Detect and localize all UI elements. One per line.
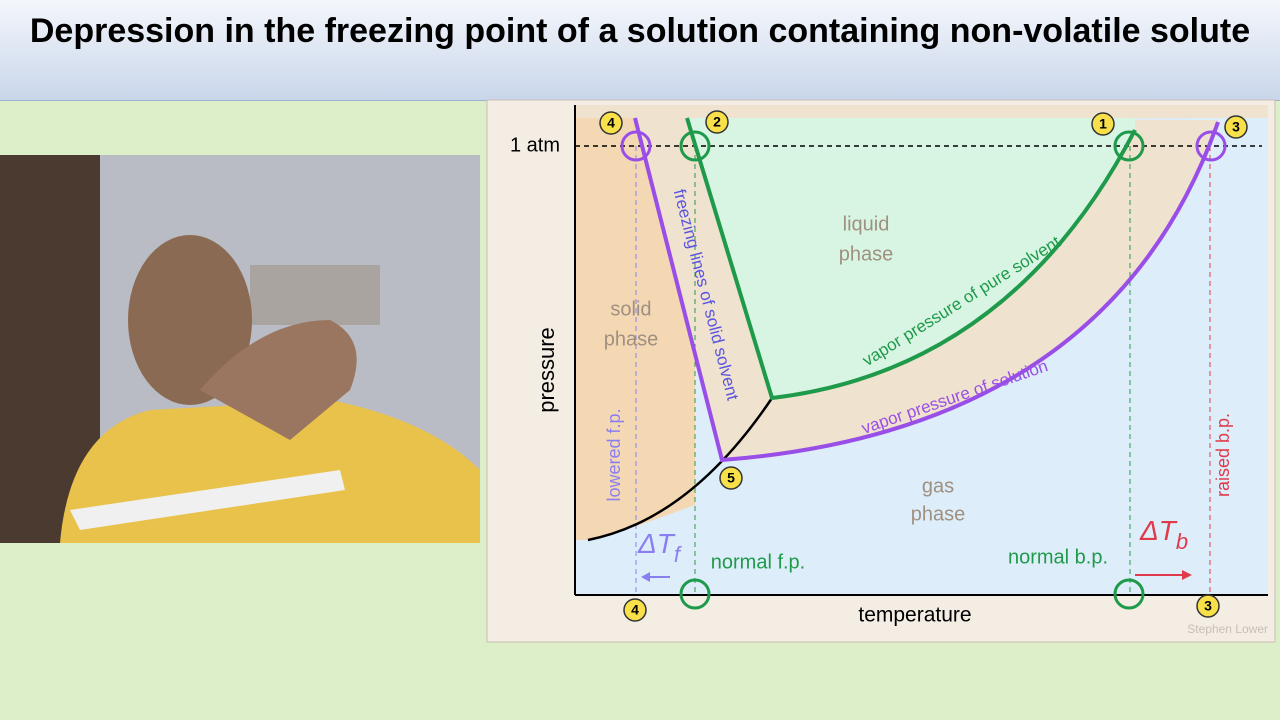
normal-bp: normal b.p.	[1008, 546, 1108, 568]
marker-badge	[705, 110, 729, 134]
x-label: temperature	[858, 604, 971, 627]
marker-label: 5	[727, 470, 735, 486]
lowered-fp: lowered f.p.	[604, 408, 624, 501]
region-label: solid	[610, 298, 651, 320]
delta-subscript: f	[674, 542, 683, 567]
y-label: pressure	[534, 327, 559, 413]
title: Depression in the freezing point of a so…	[29, 12, 1251, 50]
marker-badge	[599, 111, 623, 135]
normal-fp: normal f.p.	[711, 551, 805, 573]
marker-badge	[1196, 594, 1220, 618]
credit: Stephen Lower	[1187, 622, 1268, 636]
delta-symbol: ΔT	[637, 528, 676, 559]
marker-badge	[719, 466, 743, 490]
delta-tf: ΔTf	[637, 528, 683, 566]
webcam	[0, 155, 480, 543]
marker-label: 4	[607, 115, 615, 131]
pressure-mark: 1 atm	[510, 134, 560, 156]
region-label: liquid	[843, 213, 890, 235]
region-label: gas	[922, 475, 954, 497]
delta-subscript: b	[1176, 529, 1188, 554]
marker-label: 2	[713, 114, 721, 130]
marker-label: 4	[631, 602, 639, 618]
marker-label: 3	[1232, 119, 1240, 135]
region-label: phase	[839, 243, 894, 265]
marker-badge	[1224, 115, 1248, 139]
header: Depression in the freezing point of a so…	[0, 0, 1280, 101]
delta-symbol: ΔT	[1139, 515, 1178, 546]
region-label: phase	[604, 328, 659, 350]
marker-label: 3	[1204, 598, 1212, 614]
delta-tb: ΔTb	[1139, 515, 1188, 553]
raised-bp: raised b.p.	[1213, 413, 1233, 497]
region-label: phase	[911, 503, 966, 525]
marker-label: 1	[1099, 116, 1107, 132]
markers: 4 2 1 3 5 4 3	[599, 110, 1248, 622]
marker-badge	[623, 598, 647, 622]
phase-diagram: 1 atm pressure temperature solid phase l…	[486, 99, 1276, 643]
marker-badge	[1091, 112, 1115, 136]
